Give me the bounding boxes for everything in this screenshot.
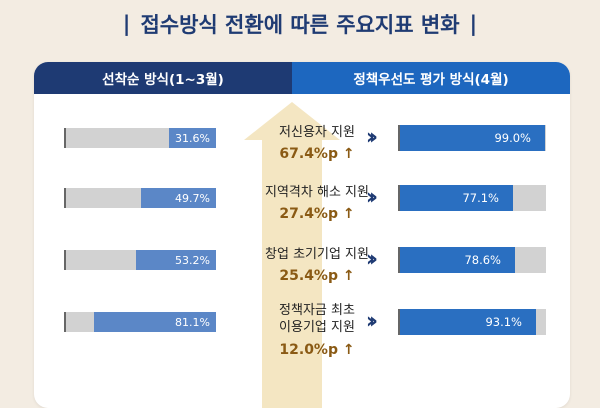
chevron-right-icon: ›› (365, 185, 378, 210)
delta-label: 12.0%p ↑ (279, 342, 355, 358)
right-bar: 99.0% (400, 125, 545, 151)
page-title: | 접수방식 전환에 따른 주요지표 변화 | (0, 4, 600, 44)
chart-card: 선착순 방식(1~3월) 정책우선도 평가 방식(4월) 31.6% 저신용자 지… (34, 62, 570, 408)
chevron-right-icon: ›› (365, 125, 378, 150)
left-bar: 49.7% (141, 188, 216, 208)
left-bar-track: 53.2% (64, 250, 216, 270)
right-bar-track: 78.6% (398, 247, 546, 273)
chevron-right-icon: ›› (365, 309, 378, 334)
header-left: 선착순 방식(1~3월) (34, 62, 292, 94)
category-label: 지역격차 해소 지원 (265, 185, 369, 200)
left-bar: 53.2% (136, 250, 216, 270)
title-text: 접수방식 전환에 따른 주요지표 변화 (140, 13, 460, 37)
right-bar: 93.1% (400, 309, 536, 335)
title-bar-right: | (469, 12, 478, 36)
right-bar-track: 93.1% (398, 309, 546, 335)
delta-label: 67.4%p ↑ (279, 146, 355, 162)
left-bar: 31.6% (169, 128, 216, 148)
left-bar: 81.1% (94, 312, 216, 332)
left-bar-track: 81.1% (64, 312, 216, 332)
increase-arrow (244, 102, 340, 408)
header-right: 정책우선도 평가 방식(4월) (292, 62, 570, 94)
right-bar: 77.1% (400, 185, 513, 211)
delta-label: 27.4%p ↑ (279, 206, 355, 222)
category-label: 정책자금 최초 이용기업 지원 (279, 303, 355, 335)
delta-label: 25.4%p ↑ (279, 268, 355, 284)
left-bar-track: 49.7% (64, 188, 216, 208)
right-bar-track: 99.0% (398, 125, 546, 151)
category-label: 창업 초기기업 지원 (265, 247, 369, 262)
right-bar-track: 77.1% (398, 185, 546, 211)
title-bar-left: | (122, 12, 131, 36)
right-bar: 78.6% (400, 247, 515, 273)
category-label: 저신용자 지원 (279, 125, 355, 140)
left-bar-track: 31.6% (64, 128, 216, 148)
chevron-right-icon: ›› (365, 247, 378, 272)
